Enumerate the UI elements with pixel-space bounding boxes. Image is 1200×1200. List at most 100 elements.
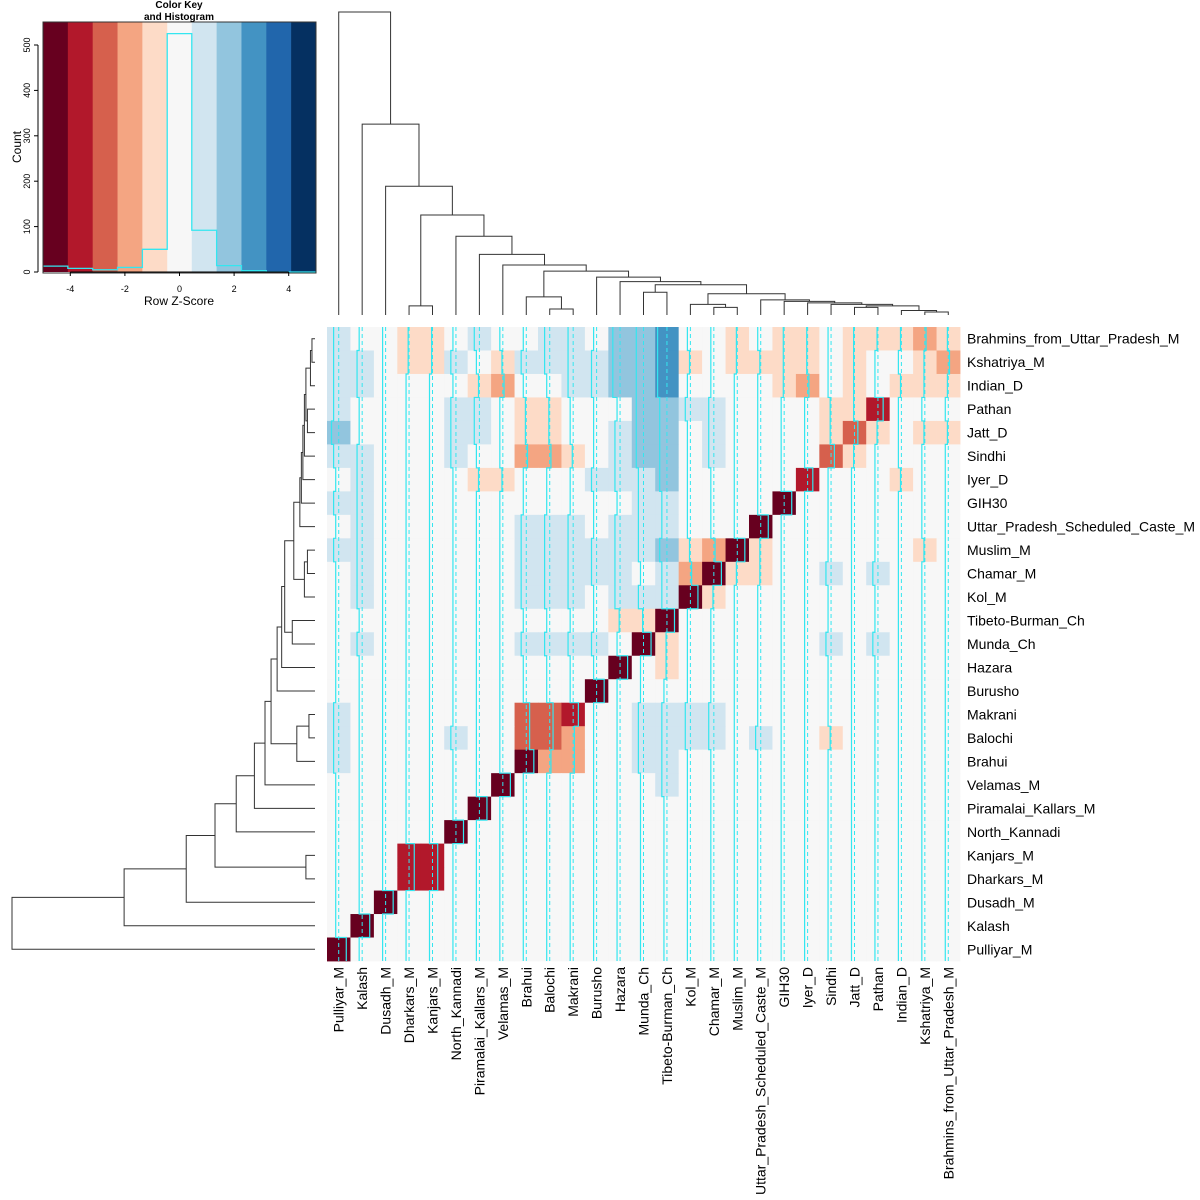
row-dendrogram-branch bbox=[235, 775, 315, 833]
column-dendrogram-branch bbox=[619, 281, 702, 315]
heatmap-cell bbox=[913, 585, 937, 610]
color-key-bin bbox=[142, 22, 168, 272]
heatmap-cell bbox=[702, 726, 726, 751]
trace-line bbox=[897, 327, 902, 961]
heatmap-cell bbox=[842, 937, 867, 962]
heatmap-cell bbox=[749, 538, 773, 563]
column-dendrogram bbox=[338, 11, 949, 315]
heatmap-cell bbox=[702, 327, 726, 351]
heatmap-cell bbox=[397, 867, 422, 891]
row-label: Muslim_M bbox=[967, 542, 1031, 558]
heatmap-cell bbox=[795, 937, 820, 962]
heatmap-cell bbox=[373, 655, 398, 680]
heatmap-cell bbox=[327, 726, 351, 751]
heatmap-cell bbox=[350, 796, 375, 821]
heatmap-cell bbox=[866, 585, 891, 610]
column-label: Brahui bbox=[518, 967, 534, 1007]
heatmap-cell bbox=[889, 608, 914, 633]
color-key-histogram bbox=[43, 33, 316, 273]
column-dendrogram-branch bbox=[385, 185, 453, 315]
heatmap-cell bbox=[561, 867, 586, 891]
heatmap-cell bbox=[538, 538, 562, 563]
trace-line bbox=[872, 327, 884, 961]
trace-line bbox=[520, 327, 535, 961]
heatmap-cell bbox=[889, 538, 914, 563]
column-label: Velamas_M bbox=[495, 967, 511, 1040]
heatmap-cell bbox=[538, 397, 562, 422]
color-key-bin bbox=[191, 22, 218, 272]
heatmap-cell bbox=[866, 538, 891, 563]
trace-line bbox=[921, 327, 927, 961]
heatmap-cell bbox=[819, 937, 844, 962]
heatmap-cell bbox=[702, 796, 726, 821]
heatmap-cell bbox=[444, 585, 469, 610]
heatmap-cell bbox=[795, 327, 820, 351]
heatmap-cell bbox=[467, 585, 492, 610]
heatmap-cell bbox=[866, 796, 891, 821]
column-dendrogram-branch bbox=[924, 311, 949, 315]
heatmap-cell bbox=[936, 585, 961, 610]
heatmap-cell bbox=[678, 937, 703, 962]
heatmap-cell bbox=[327, 327, 351, 351]
column-label: Kshatriya_M bbox=[917, 967, 933, 1045]
heatmap-cell bbox=[678, 397, 703, 422]
heatmap-cell bbox=[678, 867, 703, 891]
heatmap-cell bbox=[889, 867, 914, 891]
row-dendrogram-branch bbox=[253, 742, 315, 809]
column-label: Makrani bbox=[565, 967, 581, 1017]
heatmap-cell bbox=[655, 796, 680, 821]
heatmap-cell bbox=[772, 655, 797, 680]
heatmap-cell bbox=[397, 796, 422, 821]
row-dendrogram-branch bbox=[305, 367, 311, 422]
heatmap-cell bbox=[655, 538, 680, 563]
row-label: Kol_M bbox=[967, 589, 1007, 605]
heatmap-cell bbox=[467, 608, 492, 633]
heatmap-cell bbox=[444, 608, 469, 633]
heatmap-cell bbox=[772, 796, 797, 821]
heatmap-cell bbox=[491, 655, 515, 680]
heatmap-cell bbox=[444, 937, 469, 962]
heatmap-cell bbox=[467, 796, 492, 821]
trace-line bbox=[850, 327, 859, 961]
heatmap-cell bbox=[725, 327, 750, 351]
heatmap-cell bbox=[467, 867, 492, 891]
heatmap-cell bbox=[936, 467, 961, 492]
column-label: Jatt_D bbox=[847, 967, 863, 1007]
heatmap-cell bbox=[373, 327, 398, 351]
heatmap-cell bbox=[725, 608, 750, 633]
column-label: Kanjars_M bbox=[425, 967, 441, 1034]
heatmap-cell bbox=[655, 726, 680, 751]
row-label: Velamas_M bbox=[967, 777, 1040, 793]
heatmap-cell bbox=[420, 585, 445, 610]
column-dendrogram-branch bbox=[654, 284, 748, 294]
heatmap-cell bbox=[842, 467, 867, 492]
heatmap-cell bbox=[608, 467, 633, 492]
column-label: North_Kannadi bbox=[448, 967, 464, 1060]
heatmap-cell bbox=[702, 467, 726, 492]
heatmap-cell bbox=[373, 608, 398, 633]
column-dendrogram-branch bbox=[543, 270, 630, 297]
column-label: Indian_D bbox=[893, 967, 909, 1023]
heatmap-cell bbox=[491, 726, 515, 751]
heatmap-cell bbox=[655, 937, 680, 962]
color-key-title-line2: and Histogram bbox=[144, 12, 214, 23]
trace-line bbox=[567, 327, 579, 961]
y-tick-label: 400 bbox=[22, 83, 32, 98]
heatmap-cell bbox=[373, 937, 398, 962]
heatmap-cell bbox=[420, 867, 445, 891]
trace-line bbox=[825, 327, 835, 961]
row-dendrogram-branch bbox=[305, 854, 315, 880]
heatmap-cell bbox=[631, 867, 656, 891]
heatmap-cell bbox=[420, 726, 445, 751]
heatmap-cell bbox=[444, 397, 469, 422]
heatmap-cell bbox=[373, 467, 398, 492]
heatmap-cell bbox=[819, 327, 844, 351]
trace-line bbox=[804, 327, 814, 961]
trace-line bbox=[944, 327, 951, 961]
heatmap-cell bbox=[631, 608, 656, 633]
column-label: Chamar_M bbox=[706, 967, 722, 1036]
heatmap-cell bbox=[561, 726, 586, 751]
heatmap-cell bbox=[702, 397, 726, 422]
color-key: -4 -2 0 2 4 0 100 200 300 400 500 Color Key and Hi… bbox=[10, 0, 317, 308]
heatmap-cell bbox=[584, 937, 609, 962]
